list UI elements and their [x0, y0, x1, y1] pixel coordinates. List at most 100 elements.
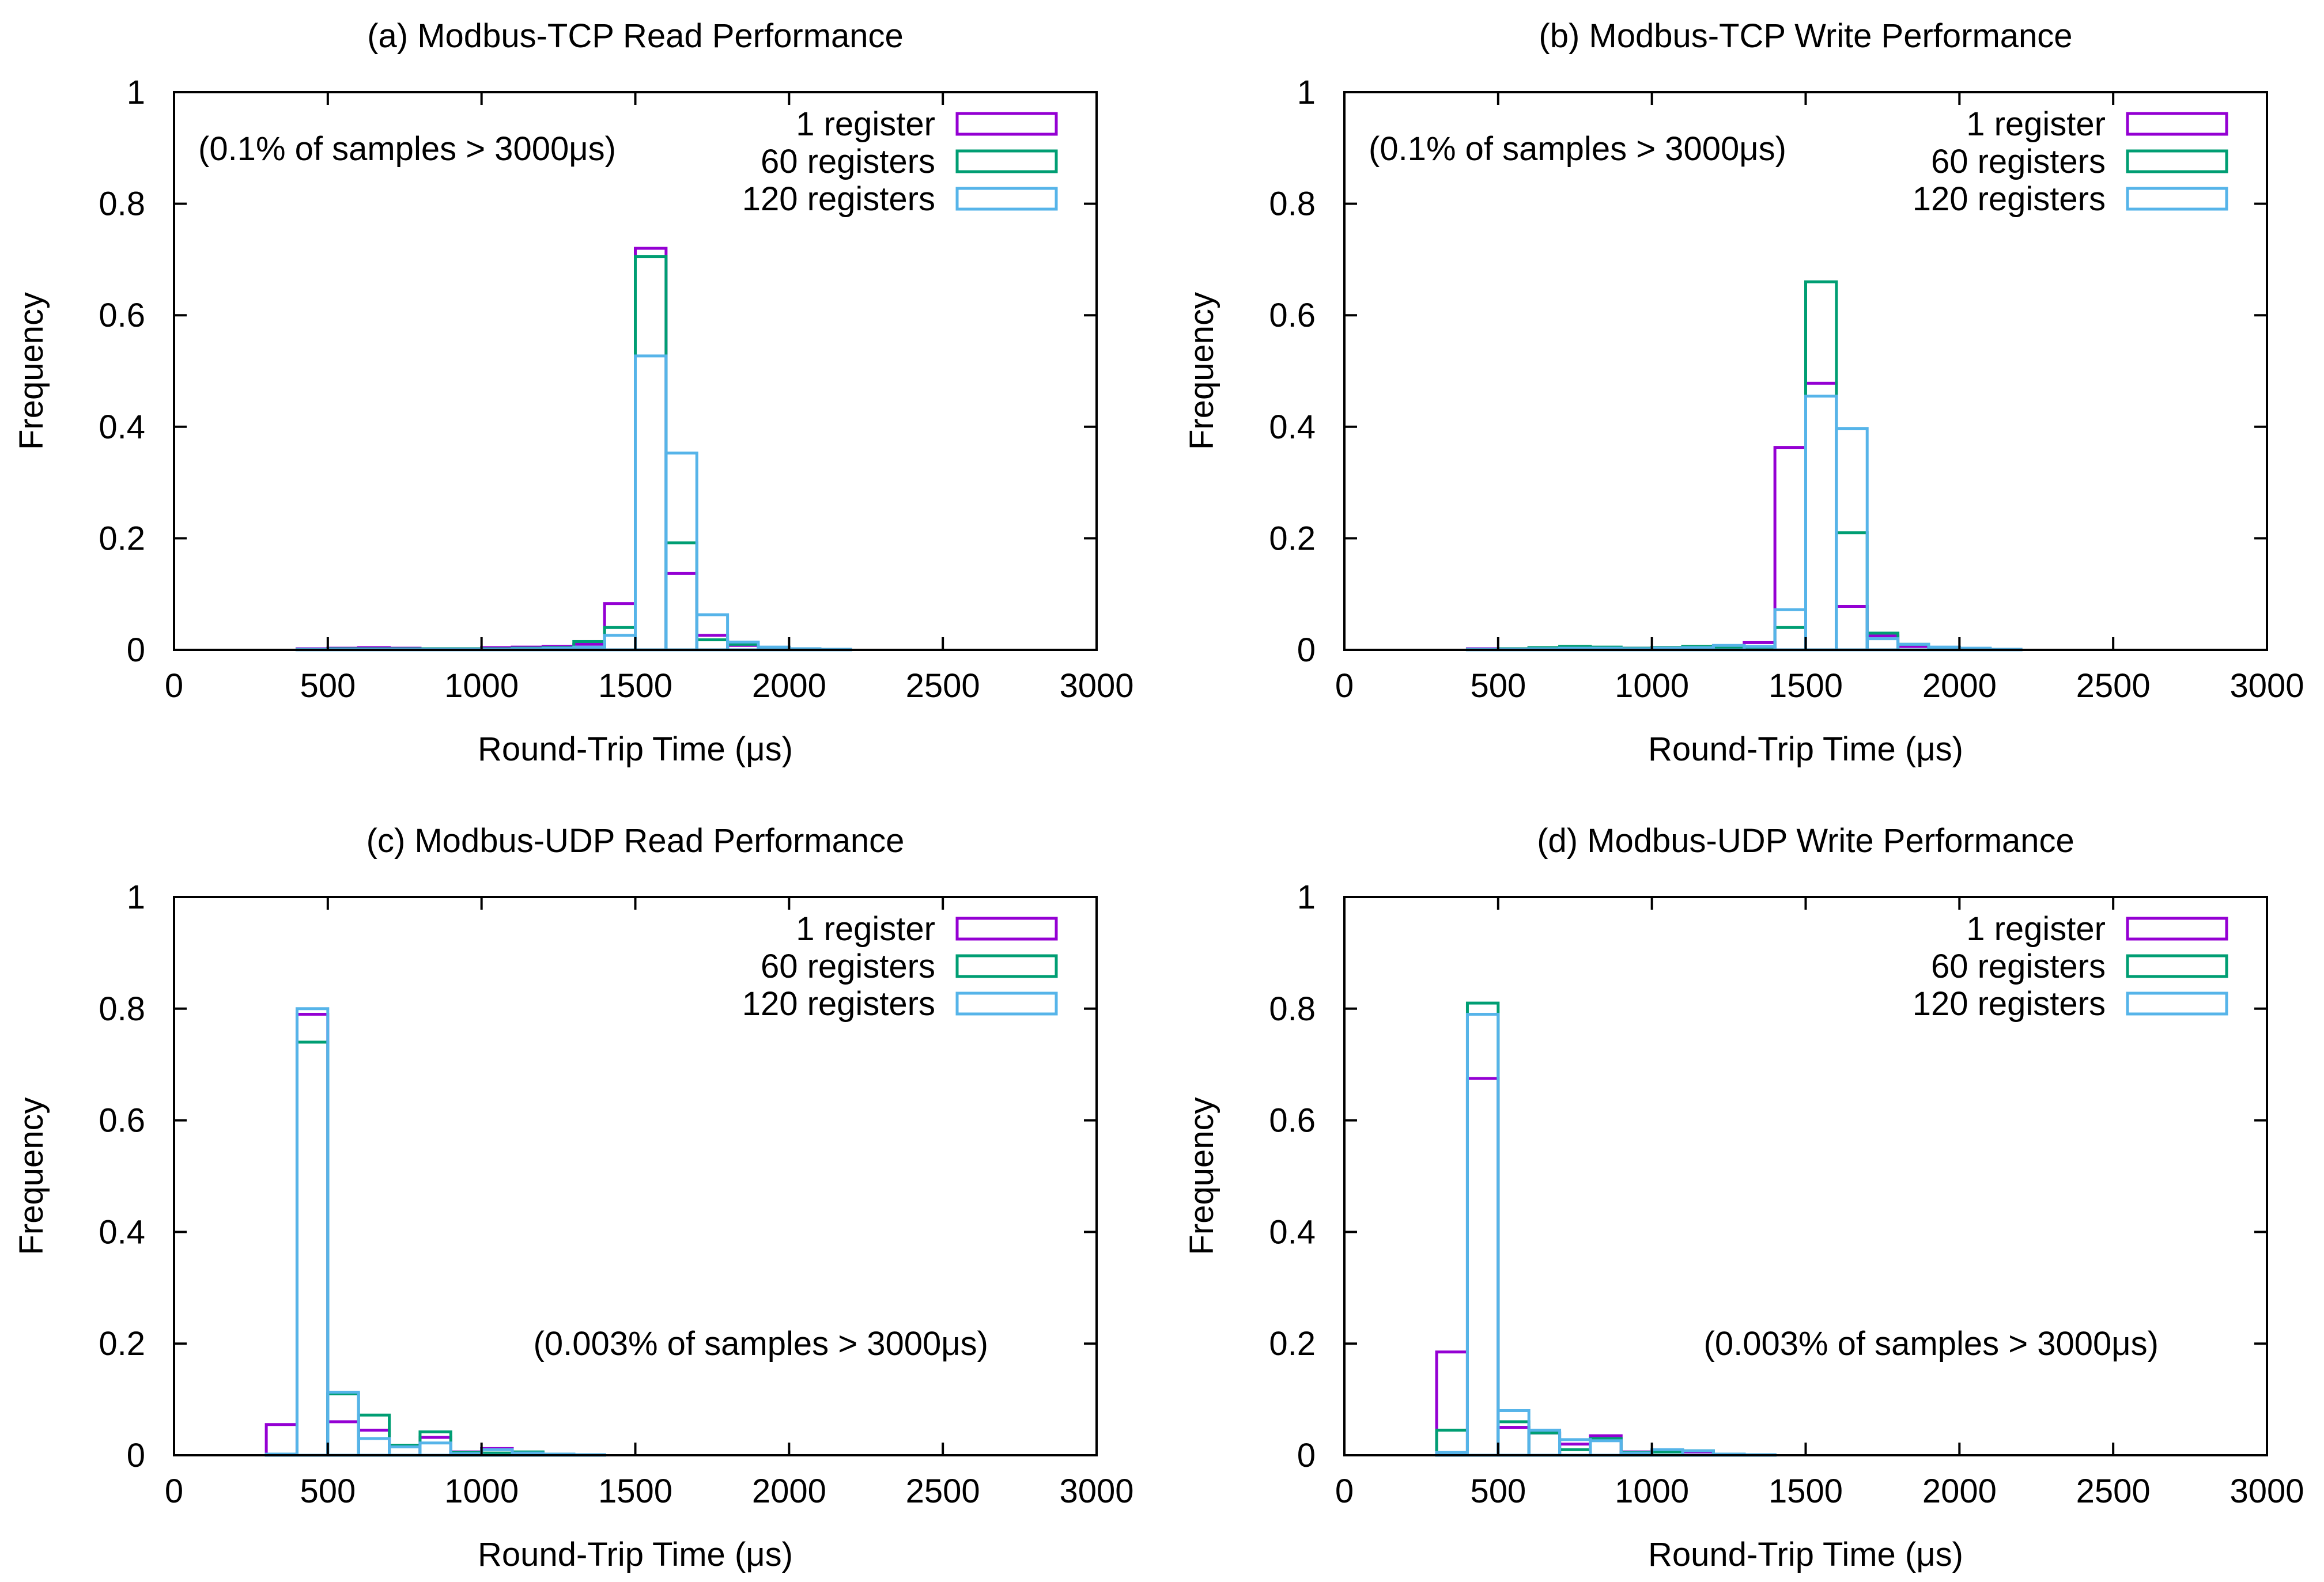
bar-s0-bin-1700	[695, 634, 730, 652]
y-tick-label: 1	[127, 879, 145, 916]
bar-s0-bin-500	[326, 1420, 360, 1457]
bar-s1-bin-400	[295, 1040, 330, 1457]
bar-s2-bin-1500	[1804, 395, 1838, 652]
legend-label: 120 registers	[742, 985, 935, 1023]
y-tick-label: 1	[1297, 879, 1316, 916]
x-tick-label: 3000	[1059, 667, 1133, 705]
legend-swatch	[955, 991, 1058, 1016]
legend-label: 120 registers	[742, 180, 935, 218]
bar-s0-bin-300	[264, 1423, 298, 1457]
panel-c: (c) Modbus-UDP Read Performance 0 500 1000 1…	[13, 822, 1134, 1573]
y-axis-label: Frequency	[13, 1097, 50, 1255]
x-tick-label: 3000	[1059, 1473, 1133, 1510]
bar-s2-bin-1400	[603, 634, 637, 652]
x-tick-label: 1000	[1615, 1473, 1689, 1510]
y-tick-label: 0.4	[99, 1213, 145, 1251]
annotation: (0.1% of samples > 3000μs)	[1369, 130, 1786, 168]
legend-label: 60 registers	[761, 143, 935, 180]
panel-d: (d) Modbus-UDP Write Performance 0 500 1000…	[1183, 822, 2304, 1573]
bars	[295, 247, 852, 652]
bar-s2-bin-1600	[664, 451, 698, 652]
bar-s0-bin-1500	[1804, 381, 1838, 652]
bar-s2-bin-500	[326, 1391, 360, 1457]
bar-s2-bin-1700	[695, 613, 730, 652]
y-tick-label: 0.8	[1269, 186, 1316, 223]
bar-s2-bin-800	[1589, 1439, 1623, 1457]
y-tick-label: 0.8	[1269, 990, 1316, 1028]
x-tick-label: 2500	[2076, 667, 2151, 705]
x-tick-label: 500	[1470, 1473, 1526, 1510]
plot-frame	[1343, 896, 2268, 1456]
x-tick-label: 1500	[598, 1473, 672, 1510]
annotation: (0.003% of samples > 3000μs)	[534, 1325, 988, 1363]
bar-s0-bin-400	[295, 1012, 330, 1457]
y-axis-label: Frequency	[13, 292, 50, 450]
bar-s1-bin-600	[357, 1413, 391, 1457]
bar-s2-bin-700	[388, 1445, 422, 1457]
legend-label: 1 register	[796, 910, 935, 948]
legend-swatch	[955, 187, 1058, 211]
x-tick-label: 2500	[906, 667, 980, 705]
bar-s2-bin-1400	[1773, 608, 1807, 652]
bar-s1-bin-1700	[695, 638, 730, 652]
bars	[264, 1007, 606, 1457]
x-tick-label: 1500	[1768, 1473, 1843, 1510]
bar-s2-bin-1600	[1835, 427, 1869, 652]
x-tick-label: 2000	[1922, 667, 1997, 705]
legend-label: 60 registers	[1931, 143, 2106, 180]
bar-s2-bin-700	[1558, 1438, 1592, 1457]
bar-s0-bin-300	[1435, 1350, 1469, 1457]
y-tick-label: 0.2	[1269, 1325, 1316, 1363]
bar-s2-bin-1500	[634, 354, 668, 652]
y-tick-label: 0.8	[99, 990, 145, 1028]
bar-s0-bin-1600	[664, 572, 698, 652]
legend-swatch	[955, 149, 1058, 173]
legend-swatch	[2126, 954, 2228, 978]
y-axis-label: Frequency	[1183, 292, 1220, 450]
x-tick-label: 2000	[752, 667, 826, 705]
bar-s0-bin-1400	[1773, 446, 1807, 652]
x-tick-label: 500	[300, 1473, 356, 1510]
bar-s0-bin-1500	[634, 247, 668, 652]
bar-s2-bin-600	[357, 1437, 391, 1457]
x-axis-label: Round-Trip Time (μs)	[478, 731, 793, 768]
bar-s0-bin-1600	[1835, 604, 1869, 652]
legend-swatch	[955, 112, 1058, 136]
x-tick-label: 1000	[444, 1473, 519, 1510]
bar-s1-bin-500	[326, 1392, 360, 1457]
y-tick-label: 0	[1297, 631, 1316, 669]
x-tick-label: 0	[165, 667, 183, 705]
bar-s2-bin-400	[1465, 1012, 1500, 1457]
legend-label: 1 register	[1966, 105, 2106, 143]
bar-s2-bin-400	[295, 1007, 330, 1457]
annotation: (0.003% of samples > 3000μs)	[1704, 1325, 2159, 1363]
bar-s0-bin-800	[418, 1436, 452, 1457]
panel-b: (b) Modbus-TCP Write Performance 0 500 1000…	[1183, 17, 2304, 768]
chart-title: (b) Modbus-TCP Write Performance	[1539, 17, 2072, 55]
legend-label: 1 register	[1966, 910, 2106, 948]
chart-title: (a) Modbus-TCP Read Performance	[367, 17, 904, 55]
bar-s1-bin-1400	[1773, 626, 1807, 652]
x-tick-label: 2500	[2076, 1473, 2151, 1510]
bar-s1-bin-1600	[664, 541, 698, 652]
y-tick-label: 0.6	[99, 297, 145, 334]
legend-swatch	[2126, 112, 2228, 136]
y-tick-label: 0.8	[99, 186, 145, 223]
legend-swatch	[2126, 187, 2228, 211]
legend-label: 60 registers	[1931, 948, 2106, 985]
bars	[1435, 1001, 1777, 1457]
legend-swatch	[2126, 991, 2228, 1016]
x-axis-label: Round-Trip Time (μs)	[478, 1536, 793, 1573]
x-tick-label: 1000	[1615, 667, 1689, 705]
x-tick-label: 2500	[906, 1473, 980, 1510]
bars	[1465, 280, 2023, 652]
chart-title: (d) Modbus-UDP Write Performance	[1537, 822, 2074, 860]
bar-s0-bin-500	[1497, 1426, 1531, 1457]
legend-label: 60 registers	[761, 948, 935, 985]
y-tick-label: 0.6	[1269, 297, 1316, 334]
x-tick-label: 0	[165, 1473, 183, 1510]
